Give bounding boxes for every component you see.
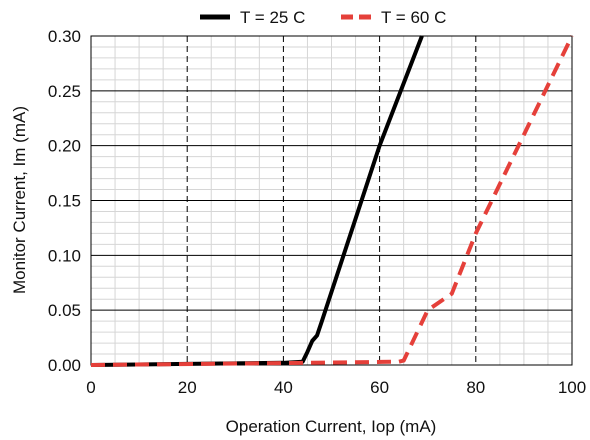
legend-label-t25: T = 25 C: [240, 8, 305, 27]
x-tick-label: 20: [178, 378, 197, 397]
y-tick-label: 0.25: [48, 82, 81, 101]
x-axis-title: Operation Current, Iop (mA): [226, 417, 437, 436]
y-tick-label: 0.05: [48, 301, 81, 320]
major-grid: [91, 36, 572, 365]
series-lines: [90, 35, 574, 367]
y-tick-label: 0.20: [48, 137, 81, 156]
x-tick-label: 80: [466, 378, 485, 397]
y-tick-labels: 0.00 0.05 0.10 0.15 0.20 0.25 0.30: [48, 27, 81, 375]
y-tick-label: 0.30: [48, 27, 81, 46]
x-tick-label: 0: [86, 378, 95, 397]
x-tick-label: 40: [274, 378, 293, 397]
series-line-t60: [90, 35, 574, 367]
x-tick-labels: 0 20 40 60 80 100: [86, 378, 586, 397]
y-tick-label: 0.00: [48, 356, 81, 375]
y-axis-title: Monitor Current, Im (mA): [10, 106, 29, 294]
legend: T = 25 C T = 60 C: [200, 8, 446, 27]
y-tick-label: 0.10: [48, 246, 81, 265]
legend-label-t60: T = 60 C: [381, 8, 446, 27]
y-tick-label: 0.15: [48, 192, 81, 211]
x-tick-label: 100: [558, 378, 586, 397]
x-tick-label: 60: [370, 378, 389, 397]
plot-frame: [90, 35, 573, 366]
